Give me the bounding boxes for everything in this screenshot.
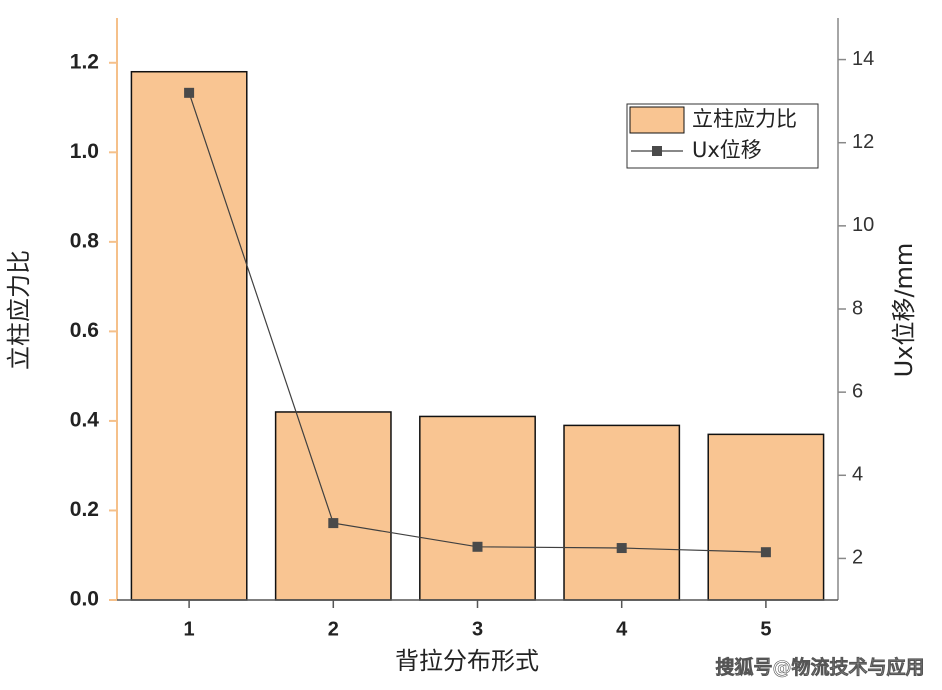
legend-label: Ux位移 xyxy=(692,138,762,162)
bar xyxy=(563,424,681,601)
bar xyxy=(419,415,536,601)
marker xyxy=(616,543,627,554)
x-tick-label: 4 xyxy=(616,618,628,640)
y-tick-label: 0.0 xyxy=(70,588,99,611)
y-tick-label: 1.2 xyxy=(70,50,99,73)
y-tick-label: 1.0 xyxy=(70,140,99,163)
y2-tick-label: 12 xyxy=(852,131,874,153)
y-tick-label: 0.4 xyxy=(70,408,100,431)
legend-label: 立柱应力比 xyxy=(692,107,797,131)
y2-tick-label: 4 xyxy=(852,464,863,486)
marker xyxy=(184,87,195,98)
y2-tick-label: 6 xyxy=(852,380,863,402)
y-axis-label: 立柱应力比 xyxy=(5,250,33,370)
legend-swatch xyxy=(629,106,685,134)
x-tick-label: 3 xyxy=(472,618,483,640)
watermark: 搜狐号@物流技术与应用 xyxy=(715,656,924,679)
y-tick-label: 0.6 xyxy=(70,319,99,342)
y2-tick-label: 10 xyxy=(852,214,874,236)
marker xyxy=(472,541,483,552)
y2-tick-label: 14 xyxy=(852,48,874,70)
legend-marker xyxy=(652,146,662,156)
x-tick-label: 1 xyxy=(184,618,195,640)
y-tick-label: 0.8 xyxy=(70,229,100,252)
y2-tick-label: 8 xyxy=(852,297,863,319)
x-tick-label: 2 xyxy=(328,618,339,640)
x-tick-label: 5 xyxy=(760,618,771,640)
y2-axis-label: Ux位移/mm xyxy=(890,243,918,378)
y2-tick-label: 2 xyxy=(852,547,863,569)
y-tick-label: 0.2 xyxy=(70,498,99,521)
marker xyxy=(328,518,339,529)
bar xyxy=(707,433,825,601)
x-axis-label: 背拉分布形式 xyxy=(395,647,539,675)
bar xyxy=(130,70,248,601)
marker xyxy=(760,547,771,558)
bar xyxy=(274,411,392,601)
